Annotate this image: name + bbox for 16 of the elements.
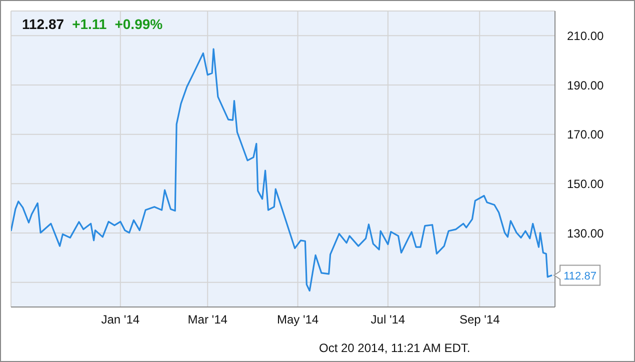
y-tick-label: 130.00	[567, 226, 604, 240]
x-tick-label: May '14	[276, 312, 319, 327]
x-tick-label: Mar '14	[188, 312, 228, 327]
y-tick-label: 150.00	[567, 176, 604, 191]
annotation: +1.11	[72, 16, 107, 32]
data-label: 112.87	[564, 270, 596, 282]
annotation: +0.99%	[114, 16, 163, 32]
text: Oct 20 2014, 11:21 AM EDT.	[319, 341, 470, 355]
line-series	[11, 48, 553, 292]
y-tick-label: 170.00	[567, 128, 604, 142]
x-tick-label: Sep '14	[459, 312, 500, 327]
x-tick-label: Jul '14	[370, 312, 406, 327]
annotation: 112.87	[22, 16, 64, 32]
y-tick-label: 210.00	[567, 28, 604, 43]
y-tick-label: 190.00	[567, 78, 604, 92]
x-tick-label: Jan '14	[101, 312, 140, 327]
